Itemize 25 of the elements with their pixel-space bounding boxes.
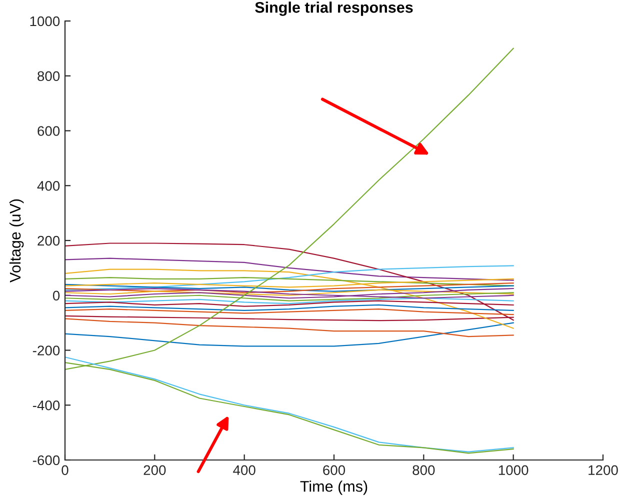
y-tick-label: 800	[38, 71, 60, 82]
line-series	[65, 242, 514, 321]
line-series	[65, 322, 514, 347]
line-series	[65, 288, 514, 299]
line-series	[65, 258, 514, 281]
x-axis-title: Time (ms)	[300, 480, 368, 495]
y-tick-label: 200	[38, 236, 60, 246]
x-tick-label: 200	[144, 465, 166, 476]
y-tick-label: 1000	[30, 16, 60, 26]
x-tick-label: 800	[412, 465, 435, 476]
x-tick-label: 600	[323, 465, 346, 476]
y-tick-label: 400	[37, 180, 60, 191]
x-tick-label: 400	[233, 465, 256, 476]
y-tick-label: -600	[32, 455, 60, 466]
y-tick-label: -200	[32, 346, 60, 356]
x-tick-label: 1200	[588, 465, 618, 476]
chart-title: Single trial responses	[255, 2, 413, 16]
y-tick-label: 600	[38, 126, 60, 136]
y-tick-label: -400	[32, 400, 60, 410]
y-tick-label: 0	[52, 290, 60, 301]
x-tick-label: 1000	[498, 465, 528, 476]
x-tick-label: 0	[62, 465, 68, 476]
line-series	[65, 265, 514, 290]
y-axis-title: Voltage (uV)	[9, 199, 24, 282]
line-series	[65, 318, 514, 338]
